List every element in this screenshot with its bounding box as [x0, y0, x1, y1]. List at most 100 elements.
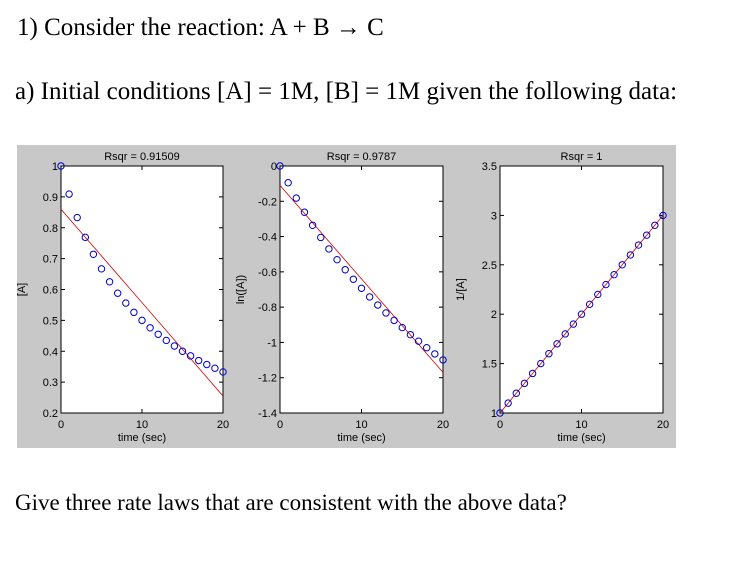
data-point: [382, 309, 390, 317]
data-point: [610, 270, 618, 279]
y-tick-label: 0.3: [43, 377, 58, 389]
data-point: [97, 265, 106, 273]
y-tick-label: 0.9: [43, 192, 58, 204]
x-tick-label: 10: [575, 419, 587, 431]
y-tick-label: 0.2: [43, 408, 58, 420]
y-tick-label: 3: [491, 210, 497, 222]
plot-1: 0 10 20 0.2 0.3 0.4 0.5 0.6 0.7 0.8 0.9 1 Rsqr = 0.9…: [16, 151, 229, 444]
figure-panel: 0 10 20 0.2 0.3 0.4 0.5 0.6 0.7 0.8 0.9 1 Rsqr = 0.9…: [16, 145, 676, 448]
plot-area: [60, 165, 224, 414]
data-point: [365, 293, 374, 301]
y-tick-label: 1.5: [482, 359, 497, 371]
y-tick-label: 0.7: [43, 254, 58, 266]
x-tick-label: 0: [277, 419, 283, 431]
data-point: [439, 356, 447, 364]
question-reaction: 1) Consider the reaction: A + B → C: [17, 14, 384, 41]
x-tick-label: 20: [437, 419, 449, 431]
data-point: [504, 399, 512, 407]
data-point: [130, 308, 138, 317]
data-point: [349, 275, 358, 283]
y-tick-label: 2: [491, 309, 497, 321]
y-tick-label: 0.6: [43, 285, 58, 297]
data-point: [219, 368, 227, 376]
data-point: [398, 323, 406, 332]
data-point: [325, 245, 333, 253]
y-tick-label: -1.4: [258, 408, 277, 420]
data-point: [65, 190, 73, 198]
y-tick-label: -1: [267, 337, 277, 349]
data-point: [390, 316, 398, 325]
y-tick-label: 0: [271, 161, 277, 173]
data-point: [512, 389, 520, 397]
data-point: [594, 290, 602, 299]
plot-title: Rsqr = 0.91509: [104, 151, 180, 163]
y-tick-label: 1: [52, 161, 58, 173]
data-point: [317, 233, 325, 242]
data-point: [431, 350, 439, 358]
x-tick-label: 20: [217, 419, 229, 431]
data-point: [89, 250, 98, 259]
data-point: [122, 299, 130, 307]
data-point: [374, 301, 382, 309]
plot-2: 0 10 20 -1.4 -1.2 -1 -0.8 -0.6 -0.4 -0.2 0 Rsqr = 0…: [235, 151, 449, 444]
fit-line: [499, 215, 664, 414]
data-point: [333, 255, 341, 264]
data-point: [643, 231, 651, 239]
data-point: [423, 344, 431, 352]
data-point: [602, 280, 610, 289]
data-point: [528, 369, 537, 378]
data-point: [276, 162, 284, 170]
data-point: [178, 347, 187, 355]
data-point: [659, 211, 667, 220]
plot-title: Rsqr = 0.9787: [327, 151, 396, 163]
data-point: [170, 342, 179, 350]
y-axis-label: ln([A]): [235, 275, 247, 304]
plot-area: [499, 165, 664, 414]
y-tick-label: -0.2: [258, 196, 277, 208]
x-tick-label: 10: [355, 419, 367, 431]
y-tick-label: 2.5: [482, 260, 497, 272]
data-point: [553, 340, 561, 348]
y-tick-label: 0.5: [43, 315, 58, 327]
data-point: [406, 330, 415, 339]
data-point: [57, 162, 65, 170]
data-point: [81, 233, 90, 242]
fit-line: [60, 208, 224, 397]
x-axis-label: time (sec): [337, 432, 385, 444]
data-point: [114, 289, 122, 297]
x-axis-label: time (sec): [557, 432, 605, 444]
data-point: [105, 278, 114, 286]
data-point: [154, 330, 162, 338]
data-point: [545, 350, 553, 358]
data-point: [618, 261, 626, 269]
x-tick-label: 20: [657, 419, 669, 431]
data-point: [634, 241, 643, 249]
data-point: [357, 284, 366, 292]
data-point: [73, 213, 81, 222]
data-point: [537, 359, 545, 368]
y-tick-label: 0.8: [43, 223, 58, 235]
data-point: [203, 360, 211, 369]
plot-title: Rsqr = 1: [561, 151, 603, 163]
data-point: [186, 352, 195, 360]
x-axis-label: time (sec): [118, 432, 166, 444]
x-tick-label: 10: [136, 419, 148, 431]
y-tick-label: 0.4: [43, 346, 58, 358]
data-point: [520, 379, 529, 388]
data-point: [284, 179, 292, 187]
question-initial-conditions: a) Initial conditions [A] = 1M, [B] = 1M…: [15, 78, 678, 105]
data-point: [626, 251, 635, 259]
y-axis-label: [A]: [17, 283, 28, 296]
y-tick-label: -0.6: [258, 267, 277, 279]
y-tick-label: -0.8: [258, 302, 277, 314]
data-point: [569, 320, 578, 328]
plot-area: [279, 165, 444, 414]
data-point: [341, 266, 349, 274]
data-point: [496, 409, 504, 417]
y-tick-label: -0.4: [258, 232, 277, 244]
data-point: [162, 336, 171, 345]
data-point: [651, 221, 659, 229]
data-point: [561, 330, 569, 338]
y-tick-label: 3.5: [482, 161, 497, 173]
